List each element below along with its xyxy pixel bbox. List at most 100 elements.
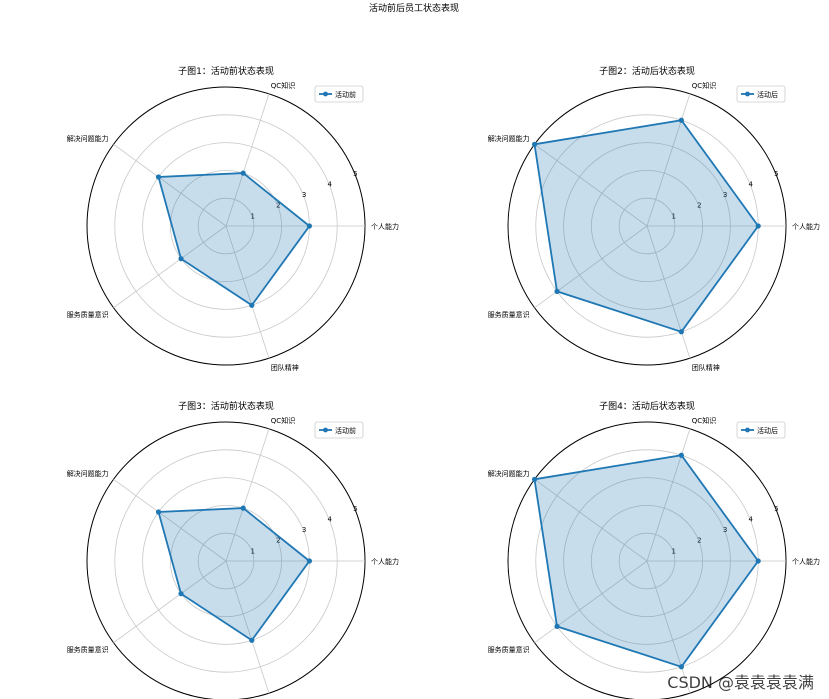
radial-tick-label: 1: [671, 212, 675, 220]
series-line: [533, 454, 760, 668]
grid-spoke: [113, 225, 227, 309]
data-point: [678, 329, 684, 335]
data-point: [678, 117, 684, 123]
category-label: 团队精神: [271, 698, 299, 699]
category-label: 解决问题能力: [488, 134, 530, 143]
radial-tick-label: 5: [353, 505, 357, 513]
category-label: 个人能力: [371, 222, 399, 231]
radial-tick-label: 2: [276, 202, 280, 210]
data-point: [678, 452, 684, 458]
data-point: [755, 558, 761, 564]
category-label: 服务质量意识: [488, 645, 530, 654]
legend-frame: [314, 421, 364, 439]
radial-tick-label: 4: [749, 180, 754, 188]
grid-spoke: [113, 478, 227, 562]
category-label: 团队精神: [692, 698, 720, 699]
category-label: 个人能力: [792, 557, 820, 566]
data-point: [306, 558, 312, 564]
data-point: [306, 223, 312, 229]
subplot-container: 子图1：活动前状态表现12345个人能力QC知识解决问题能力服务质量意识团队精神…: [67, 65, 820, 699]
radial-tick-label: 3: [723, 526, 727, 534]
data-point: [249, 637, 255, 643]
data-point: [178, 591, 184, 597]
series-area: [158, 508, 310, 641]
grid-spoke: [534, 478, 648, 562]
grid-spoke: [534, 143, 648, 227]
data-point: [155, 174, 162, 180]
category-label: QC知识: [692, 416, 716, 425]
category-label: 团队精神: [692, 363, 720, 372]
grid-spoke: [225, 428, 270, 562]
series-line: [157, 172, 311, 307]
category-label: 服务质量意识: [67, 310, 109, 319]
legend-label: 活动前: [335, 426, 356, 435]
category-label: 个人能力: [792, 222, 820, 231]
grid-spoke: [646, 428, 691, 562]
category-label: QC知识: [271, 416, 295, 425]
legend-marker: [323, 91, 328, 97]
radar-panel-1: 子图1：活动前状态表现 1 2 3 4 5 个人能力 QC知识解决问题能力服务质量意识团队精神…: [67, 65, 399, 372]
radial-tick-label: 1: [671, 547, 675, 555]
category-label: 服务质量意识: [488, 310, 530, 319]
category-label: 服务质量意识: [67, 645, 109, 654]
grid-spoke: [646, 93, 691, 227]
radial-tick-label: 5: [353, 170, 357, 178]
radar-panel-2: 子图2：活动后状态表现 1 2 3 4 5 个人能力 QC知识解决问题能力服务质量意识团队精神…: [488, 65, 820, 372]
category-label: QC知识: [692, 81, 716, 90]
grid-spoke: [225, 560, 270, 694]
radial-tick-label: 4: [749, 515, 754, 523]
figure-title: 活动前后员工状态表现: [369, 2, 459, 14]
data-point: [240, 170, 246, 176]
grid-spoke: [534, 225, 648, 309]
data-point: [554, 288, 560, 294]
legend-marker: [745, 91, 750, 97]
radial-tick-label: 4: [328, 180, 333, 188]
data-point: [531, 141, 538, 147]
legend-frame: [736, 421, 786, 439]
grid-spoke: [534, 560, 648, 644]
category-label: 解决问题能力: [488, 469, 530, 478]
grid-spoke: [113, 560, 227, 644]
series-area: [534, 120, 759, 332]
series-area: [534, 455, 759, 667]
legend-marker: [323, 427, 328, 433]
grid-spoke: [113, 143, 227, 227]
radial-tick-label: 3: [302, 526, 306, 534]
grid-spoke: [225, 93, 270, 227]
legend: 活动前: [314, 85, 364, 103]
data-point: [531, 476, 538, 482]
series-line: [157, 507, 311, 642]
legend-frame: [314, 85, 364, 103]
series-line: [533, 119, 760, 333]
category-label: 团队精神: [271, 363, 299, 372]
radar-panel-4: 子图4：活动后状态表现 1 2 3 4 5 个人能力 QC知识解决问题能力服务质量意识团队精神…: [488, 400, 820, 699]
category-label: 解决问题能力: [67, 134, 109, 143]
radial-tick-label: 5: [774, 170, 778, 178]
series-area: [158, 173, 310, 306]
watermark-text: CSDN @袁袁袁袁满: [667, 673, 814, 692]
subplot-title: 子图1：活动前状态表现: [178, 65, 274, 77]
category-label: QC知识: [271, 81, 295, 90]
legend: 活动前: [314, 421, 364, 439]
category-label: 个人能力: [371, 557, 399, 566]
radial-tick-label: 1: [250, 547, 254, 555]
radial-tick-label: 2: [697, 202, 701, 210]
radial-tick-label: 4: [328, 515, 333, 523]
radial-tick-label: 3: [302, 191, 306, 199]
radar-panel-3: 子图3：活动前状态表现 1 2 3 4 5 个人能力 QC知识解决问题能力服务质量意识团队精神…: [67, 400, 399, 699]
legend-label: 活动后: [757, 426, 778, 435]
data-point: [249, 302, 255, 308]
legend-marker: [745, 427, 750, 433]
data-point: [554, 623, 560, 629]
grid-spoke: [225, 225, 270, 359]
legend-frame: [736, 85, 786, 103]
legend-label: 活动前: [335, 90, 356, 99]
subplot-title: 子图2：活动后状态表现: [599, 65, 695, 77]
radial-tick-label: 2: [276, 537, 280, 545]
data-point: [678, 664, 684, 670]
data-point: [155, 509, 162, 515]
legend: 活动后: [736, 85, 786, 103]
data-point: [240, 505, 246, 511]
